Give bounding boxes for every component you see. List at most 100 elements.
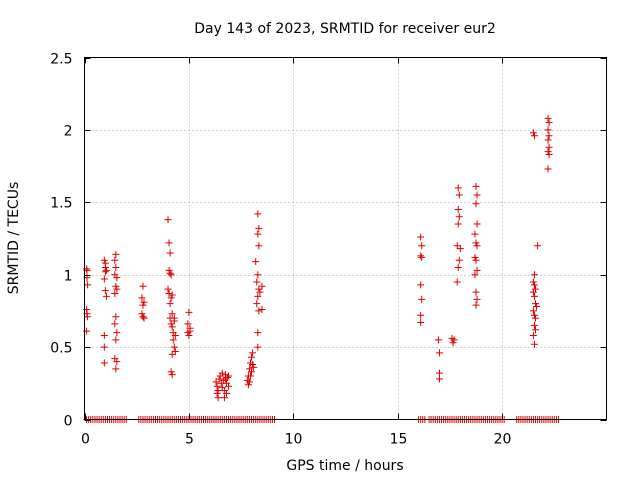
data-point [258, 282, 266, 290]
data-point [167, 271, 175, 279]
data-point [184, 320, 192, 328]
data-point [454, 263, 462, 271]
data-point [164, 285, 172, 293]
data-point [254, 292, 262, 300]
data-point [544, 114, 552, 122]
data-point [218, 369, 226, 377]
data-point [455, 256, 463, 264]
data-point [544, 126, 552, 134]
x-tick-label: 20 [494, 432, 512, 448]
data-point [166, 249, 174, 257]
data-point [213, 389, 221, 397]
data-point [214, 387, 222, 395]
data-point [244, 381, 252, 389]
data-point [530, 340, 538, 348]
data-point [102, 266, 110, 274]
data-point [254, 230, 262, 238]
x-tick-label: 0 [81, 432, 90, 448]
data-point [167, 294, 175, 302]
y-tick-label: 2.5 [50, 52, 72, 68]
data-point [112, 263, 120, 271]
data-point [168, 371, 176, 379]
data-point [255, 285, 263, 293]
data-point [530, 311, 538, 319]
data-point [529, 332, 537, 340]
plot-frame [84, 57, 607, 420]
data-point [544, 148, 552, 156]
data-point [534, 242, 542, 250]
data-point [164, 216, 172, 224]
data-point [100, 359, 108, 367]
data-point [186, 327, 194, 335]
data-point [254, 329, 262, 337]
data-point [435, 375, 443, 383]
data-point [225, 372, 233, 380]
data-point [139, 301, 147, 309]
data-point [252, 258, 260, 266]
x-tick-label: 15 [390, 432, 408, 448]
data-point [112, 365, 120, 373]
data-point [168, 350, 176, 358]
data-point [212, 378, 220, 386]
data-point [168, 323, 176, 331]
data-point [138, 310, 146, 318]
data-point [166, 269, 174, 277]
data-point [111, 320, 119, 328]
data-point [255, 307, 263, 315]
data-point [473, 266, 481, 274]
data-point [545, 119, 553, 127]
data-point [472, 288, 480, 296]
data-point [455, 191, 463, 199]
data-point [417, 252, 425, 260]
data-point [417, 233, 425, 241]
data-point [253, 278, 261, 286]
data-point [249, 360, 257, 368]
data-point [530, 292, 538, 300]
data-point [101, 287, 109, 295]
data-point [449, 339, 457, 347]
x-tick-label: 10 [285, 432, 303, 448]
data-point [472, 256, 480, 264]
y-tick-label: 1.5 [50, 196, 72, 212]
data-point [169, 336, 177, 344]
data-point [529, 307, 537, 315]
data-point [530, 271, 538, 279]
data-point [529, 278, 537, 286]
data-point [213, 382, 221, 390]
data-point [473, 242, 481, 250]
data-point [417, 281, 425, 289]
data-point [255, 224, 263, 232]
data-point [455, 213, 463, 221]
data-point [100, 332, 108, 340]
data-point [473, 220, 481, 228]
data-point [453, 278, 461, 286]
data-point [140, 314, 148, 322]
data-point [165, 239, 173, 247]
data-point [545, 151, 553, 159]
data-point [471, 230, 479, 238]
grid-layer [84, 57, 607, 420]
data-point [545, 132, 553, 140]
y-tick-label: 0 [64, 414, 73, 430]
data-point [544, 165, 552, 173]
data-point [253, 300, 261, 308]
data-point [113, 285, 121, 293]
data-point [530, 281, 538, 289]
data-point [113, 358, 121, 366]
data-point [473, 191, 481, 199]
data-point [545, 143, 553, 151]
data-point [139, 282, 147, 290]
data-point [102, 292, 110, 300]
data-point [473, 295, 481, 303]
data-point [112, 336, 120, 344]
data-point [532, 300, 540, 308]
data-point [168, 310, 176, 318]
data-point [167, 320, 175, 328]
data-point [84, 281, 92, 289]
y-tick-label: 2 [64, 124, 73, 140]
data-point [165, 266, 173, 274]
data-point [225, 382, 233, 390]
data-point [434, 336, 442, 344]
